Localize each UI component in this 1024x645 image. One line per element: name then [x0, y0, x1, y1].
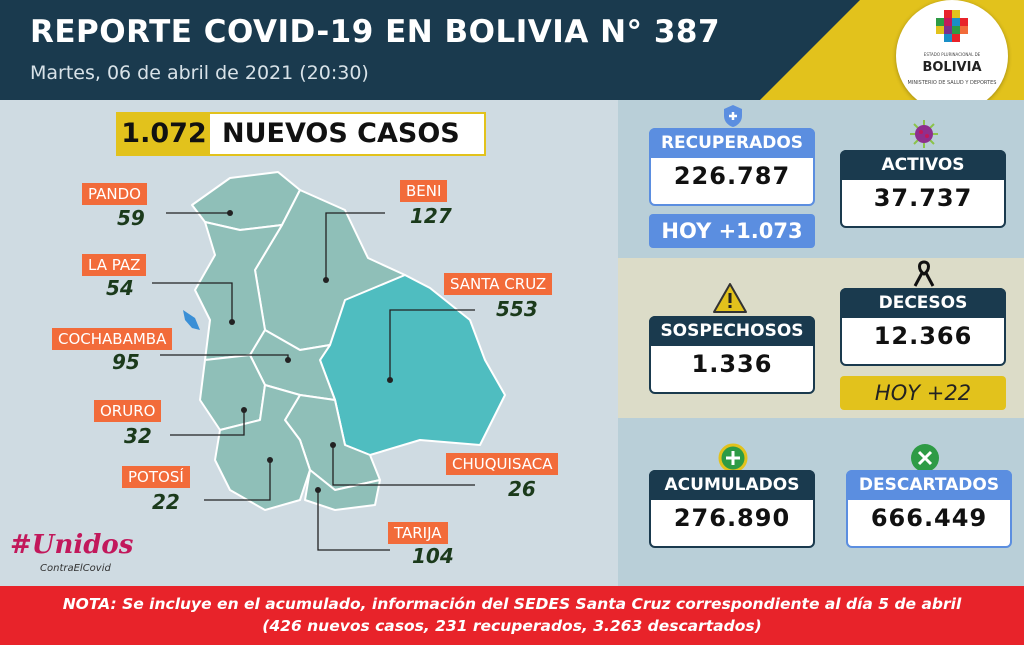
virus-icon: [910, 120, 938, 148]
dept-label-oruro: ORURO: [94, 400, 162, 422]
decesos-card: DECESOS 12.366: [840, 288, 1006, 366]
dept-label-beni: BENI: [400, 180, 448, 202]
new-cases-box: 1.072 NUEVOS CASOS: [116, 112, 486, 156]
report-date: Martes, 06 de abril de 2021 (20:30): [30, 62, 369, 84]
bolivia-emblem-icon: [936, 10, 968, 42]
mourning-ribbon-icon: [913, 260, 935, 287]
dept-label-santacruz: SANTA CRUZ: [444, 273, 553, 295]
acumulados-label: ACUMULADOS: [649, 470, 815, 500]
descartados-card: DESCARTADOS 666.449: [846, 470, 1012, 548]
x-circle-icon: [911, 444, 939, 472]
map-region-tarija: [304, 469, 381, 511]
bolivia-map: [152, 171, 506, 551]
recuperados-today: HOY +1.073: [649, 214, 815, 248]
footnote-banner: NOTA: Se incluye en el acumulado, inform…: [0, 586, 1024, 645]
dept-value-oruro: 32: [124, 424, 152, 448]
plus-circle-icon: [718, 443, 748, 473]
dept-label-lapaz: LA PAZ: [82, 254, 147, 276]
footnote-line-2: (426 nuevos casos, 231 recuperados, 3.26…: [262, 617, 762, 635]
activos-card: ACTIVOS 37.737: [840, 150, 1006, 228]
dept-value-tarija: 104: [412, 544, 454, 568]
activos-label: ACTIVOS: [840, 150, 1006, 180]
logo-ministry: MINISTERIO DE SALUD Y DEPORTES: [907, 80, 997, 86]
warning-icon: [713, 283, 747, 313]
new-cases-label: NUEVOS CASOS: [222, 118, 460, 149]
decesos-value: 12.366: [873, 322, 973, 350]
header-bar: REPORTE COVID-19 EN BOLIVIA N° 387 Marte…: [0, 0, 1024, 100]
map-region-potosi: [214, 384, 311, 511]
page-title: REPORTE COVID-19 EN BOLIVIA N° 387: [30, 14, 721, 50]
dept-value-potosi: 22: [152, 490, 180, 514]
decesos-label: DECESOS: [840, 288, 1006, 318]
footnote-line-1: NOTA: Se incluye en el acumulado, inform…: [62, 595, 962, 613]
sospechosos-label: SOSPECHOSOS: [649, 316, 815, 346]
dept-label-potosi: POTOSÍ: [122, 466, 190, 488]
dept-label-tarija: TARIJA: [388, 522, 448, 544]
ministry-logo: ESTADO PLURINACIONAL DE BOLIVIA MINISTER…: [896, 0, 1008, 112]
acumulados-card: ACUMULADOS 276.890: [649, 470, 815, 548]
dept-value-pando: 59: [117, 206, 145, 230]
descartados-value: 666.449: [870, 504, 988, 532]
recuperados-label: RECUPERADOS: [649, 128, 815, 158]
dept-label-pando: PANDO: [82, 183, 147, 205]
dept-label-cochabamba: COCHABAMBA: [52, 328, 173, 350]
recuperados-card: RECUPERADOS 226.787: [649, 128, 815, 206]
dept-value-chuquisaca: 26: [508, 477, 536, 501]
map-region-oruro: [199, 354, 266, 431]
lake-titicaca-icon: [183, 310, 200, 330]
recuperados-value: 226.787: [673, 162, 791, 190]
sospechosos-card: SOSPECHOSOS 1.336: [649, 316, 815, 394]
decesos-today: HOY +22: [840, 376, 1006, 410]
map-region-santacruz: [319, 274, 506, 456]
hashtag-sub: ContraElCovid: [40, 563, 111, 574]
dept-value-santacruz: 553: [496, 297, 538, 321]
dept-value-cochabamba: 95: [112, 350, 140, 374]
logo-country: BOLIVIA: [922, 60, 982, 75]
logo-caption: ESTADO PLURINACIONAL DE: [923, 52, 981, 57]
sospechosos-value: 1.336: [691, 350, 773, 378]
hashtag-main: #Unidos: [10, 530, 134, 560]
dept-value-lapaz: 54: [106, 276, 134, 300]
header-navy-band: [0, 0, 860, 100]
new-cases-value: 1.072: [118, 114, 210, 154]
unidos-hashtag-logo: #Unidos ContraElCovid: [10, 530, 140, 580]
activos-value: 37.737: [873, 184, 973, 212]
shield-plus-icon: [724, 105, 742, 127]
descartados-label: DESCARTADOS: [846, 470, 1012, 500]
dept-value-beni: 127: [410, 204, 452, 228]
dept-label-chuquisaca: CHUQUISACA: [446, 453, 559, 475]
acumulados-value: 276.890: [673, 504, 791, 532]
